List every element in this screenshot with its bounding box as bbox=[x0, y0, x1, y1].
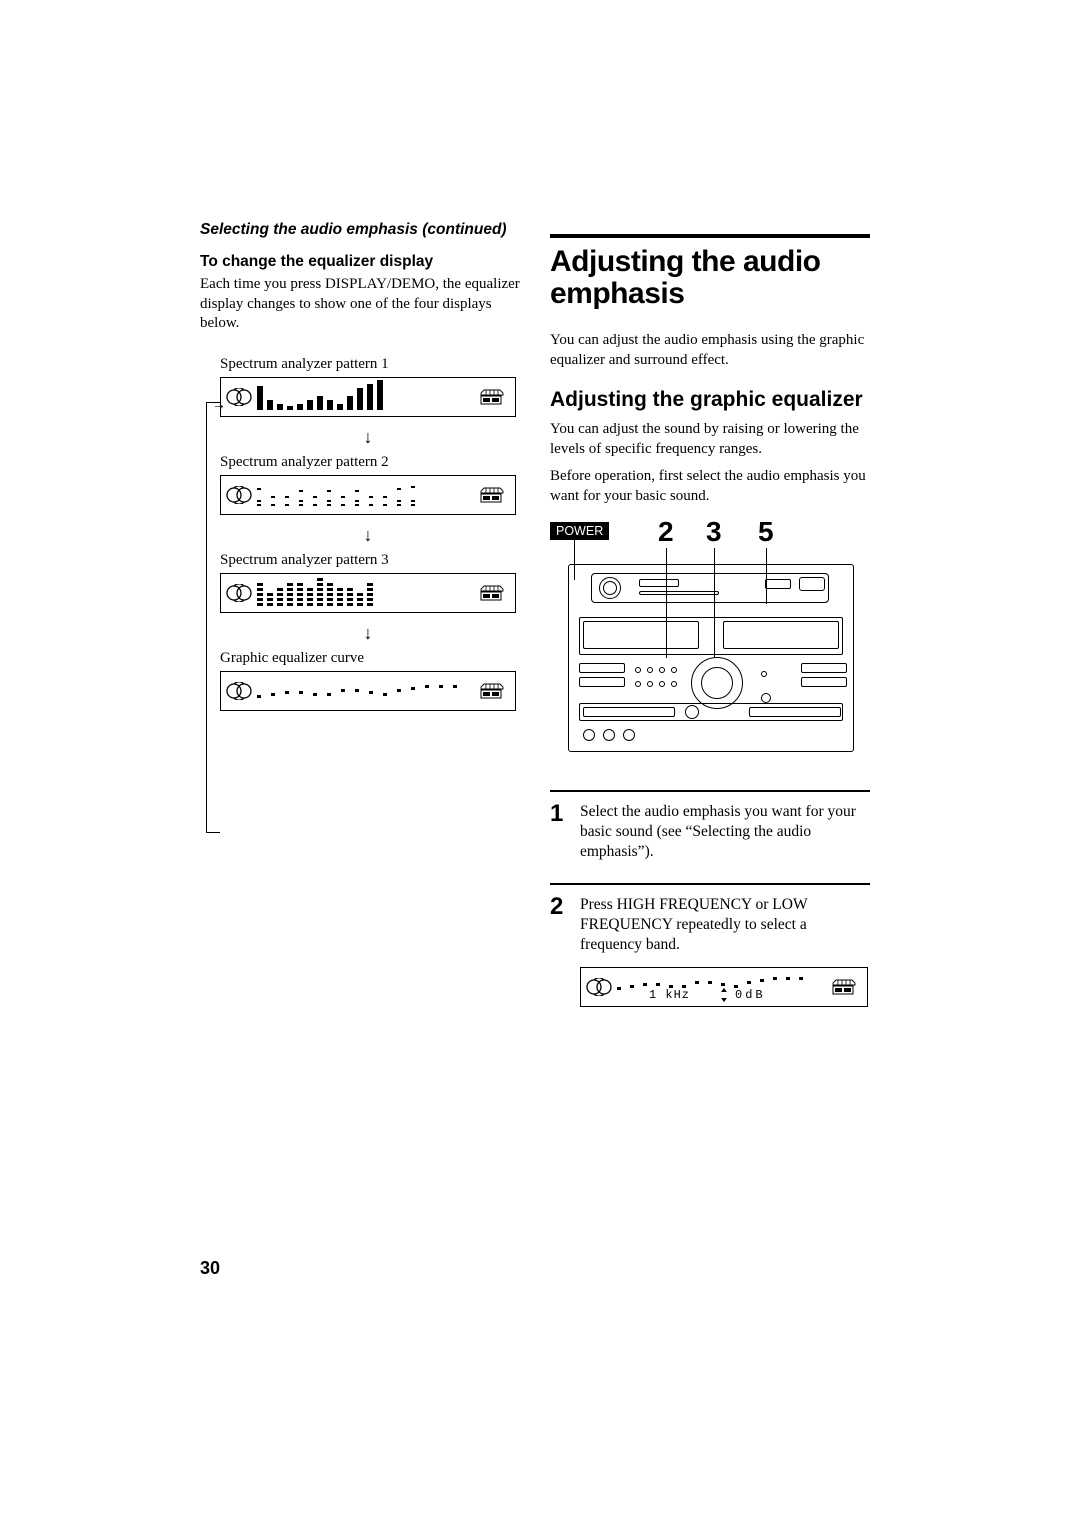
cycle-line-bottom bbox=[206, 832, 220, 833]
step-1-number: 1 bbox=[550, 802, 580, 862]
page-number: 30 bbox=[200, 1258, 220, 1279]
disc-icon bbox=[221, 682, 257, 700]
disc-icon bbox=[221, 584, 257, 602]
spectrum-bars bbox=[257, 380, 383, 410]
step-1: 1 Select the audio emphasis you want for… bbox=[550, 790, 870, 862]
step-1-text: Select the audio emphasis you want for y… bbox=[580, 802, 870, 862]
disc-icon bbox=[581, 978, 617, 996]
page-title: Adjusting the audio emphasis bbox=[550, 246, 870, 309]
eq-curve-dots bbox=[257, 685, 457, 698]
step-2: 2 Press HIGH FREQUENCY or LOW FREQUENCY … bbox=[550, 883, 870, 1007]
heading-rule bbox=[550, 234, 870, 238]
right-column: Adjusting the audio emphasis You can adj… bbox=[550, 234, 870, 1007]
para-2: Before operation, first select the audio… bbox=[550, 467, 870, 506]
pattern-2-label: Spectrum analyzer pattern 2 bbox=[220, 454, 520, 471]
lcd-freq-value: 1 kHz bbox=[649, 988, 690, 1004]
section-continued-title: Selecting the audio emphasis (continued) bbox=[200, 220, 520, 239]
device-figure: POWER 2 3 5 bbox=[550, 520, 860, 770]
display-frequency-select: 1 kHz 0dB bbox=[580, 967, 868, 1007]
up-triangle-icon bbox=[721, 988, 727, 992]
power-label: POWER bbox=[550, 522, 609, 540]
disc-icon bbox=[221, 388, 257, 406]
subheading-change-eq-display: To change the equalizer display bbox=[200, 253, 520, 271]
eq-curve-dots bbox=[617, 977, 803, 986]
pattern-4-label: Graphic equalizer curve bbox=[220, 650, 520, 667]
step-2-number: 2 bbox=[550, 895, 580, 1007]
device-outline bbox=[568, 564, 854, 752]
display-pattern-3 bbox=[220, 573, 516, 613]
disc-icon bbox=[221, 486, 257, 504]
display-eq-curve bbox=[220, 671, 516, 711]
down-arrow-icon: ↓ bbox=[220, 427, 516, 448]
display-pattern-2 bbox=[220, 475, 516, 515]
spectrum-segments bbox=[257, 578, 373, 606]
pattern-1-label: Spectrum analyzer pattern 1 bbox=[220, 356, 520, 373]
subheading-graphic-eq: Adjusting the graphic equalizer bbox=[550, 388, 870, 412]
pattern-3-label: Spectrum analyzer pattern 3 bbox=[220, 552, 520, 569]
callout-5: 5 bbox=[758, 516, 774, 548]
spectrum-peaks bbox=[257, 486, 415, 506]
down-arrow-icon: ↓ bbox=[220, 525, 516, 546]
dolby-icon bbox=[475, 683, 515, 699]
display-pattern-1 bbox=[220, 377, 516, 417]
intro-text: You can adjust the audio emphasis using … bbox=[550, 331, 870, 370]
manual-page: Selecting the audio emphasis (continued)… bbox=[200, 220, 870, 1280]
dolby-icon bbox=[475, 487, 515, 503]
dolby-icon bbox=[827, 979, 867, 995]
down-arrow-icon: ↓ bbox=[220, 623, 516, 644]
body-text: Each time you press DISPLAY/DEMO, the eq… bbox=[200, 275, 520, 334]
down-triangle-icon bbox=[721, 998, 727, 1002]
dolby-icon bbox=[475, 585, 515, 601]
callout-3: 3 bbox=[706, 516, 722, 548]
lcd-db-value: 0dB bbox=[735, 988, 766, 1004]
callout-2: 2 bbox=[658, 516, 674, 548]
step-2-text: Press HIGH FREQUENCY or LOW FREQUENCY re… bbox=[580, 895, 870, 955]
left-column: Selecting the audio emphasis (continued)… bbox=[200, 220, 520, 711]
dolby-icon bbox=[475, 389, 515, 405]
para-1: You can adjust the sound by raising or l… bbox=[550, 420, 870, 459]
cycle-return-line bbox=[206, 402, 207, 832]
